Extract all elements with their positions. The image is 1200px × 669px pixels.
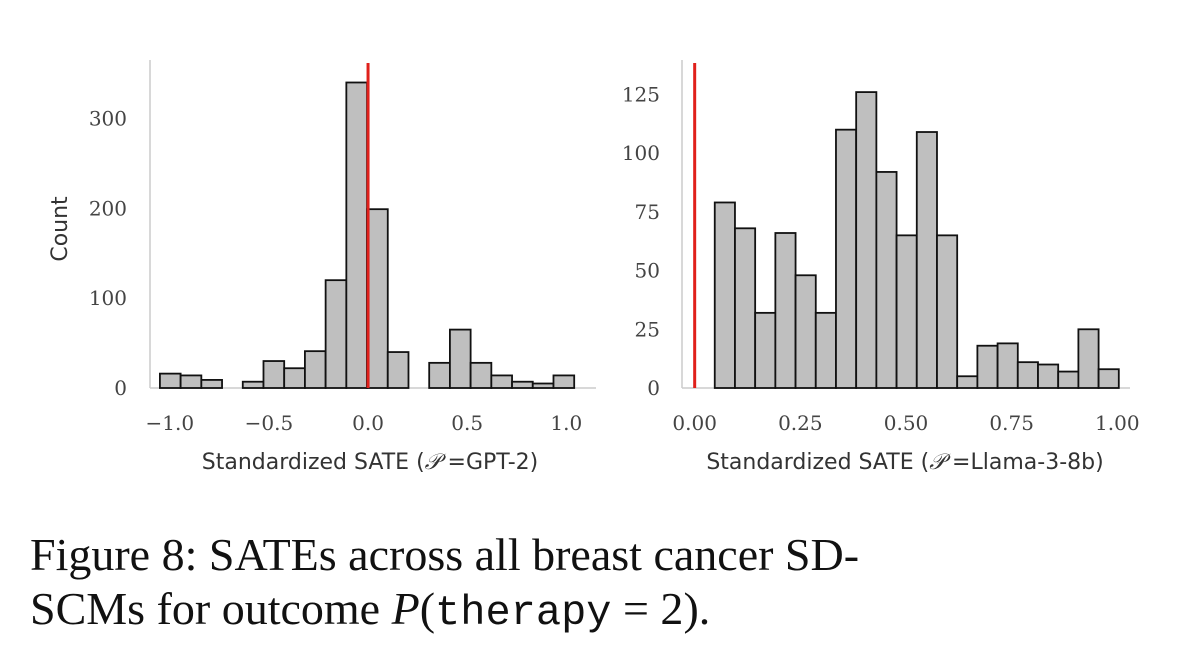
left-y-tick-label: 0 [114,376,127,400]
right-x-tick-label: 1.00 [1095,411,1140,435]
left-histogram-bar [345,81,368,389]
left-histogram-bar [179,374,203,389]
caption-paren-open: ( [419,583,436,634]
right-histogram-bar [976,344,999,389]
left-histogram-bar [304,350,327,389]
right-y-tick-label: 25 [635,317,660,341]
right-histogram-bar [1077,328,1100,389]
right-histogram-bar [956,375,979,389]
left-x-axis-label-suffix: =GPT-2) [441,450,539,475]
left-histogram-bar [366,208,389,389]
left-histogram-bar [262,360,286,389]
caption-equals: = 2 [611,583,684,634]
right-y-tick-label: 0 [647,376,660,400]
right-y-tick-label: 50 [635,259,660,283]
right-x-tick-label: 0.75 [989,411,1034,435]
right-histogram-bar [915,131,938,389]
right-y-tick-label: 100 [622,141,660,165]
right-histogram-bar [794,274,817,389]
right-histogram-bar [713,201,736,389]
right-histogram-bar [774,232,797,389]
right-histogram-bar [1057,370,1080,389]
left-histogram-bar [386,351,410,389]
left-histogram-bar [324,279,348,389]
right-x-axis-label-prefix: Standardized SATE ( [706,450,929,475]
right-histogram-bar [754,311,777,389]
caption-line-2-prefix: SCMs for outcome [30,583,392,634]
right-y-tick-label: 125 [622,82,660,106]
right-x-tick-label: 0.25 [778,411,823,435]
left-histogram-bar [283,367,306,389]
right-y-tick-label: 75 [635,200,660,224]
right-histogram-bar [895,234,918,389]
caption-line-1: Figure 8: SATEs across all breast cancer… [30,529,860,580]
right-x-axis-label: Standardized SATE (𝒫 =Llama-3-8b) [706,450,1103,475]
figure-caption: Figure 8: SATEs across all breast cancer… [30,528,1190,640]
left-histogram-bar [449,328,472,389]
right-histogram-bar [814,311,837,389]
left-y-tick-label: 100 [89,286,127,310]
right-histogram-bar [996,342,1019,389]
right-histogram-bar [835,128,858,389]
left-x-tick-label: −1.0 [146,411,195,435]
right-histogram-bar [734,227,757,389]
right-histogram-panel: 0 25 50 75 100 125 0.00 0.25 0.50 0.75 1.00 Stand… [622,60,1140,475]
left-histogram-bar [531,382,555,389]
left-histogram-bar [159,372,182,389]
right-histogram-bar [1037,363,1060,389]
right-x-axis-label-suffix: =Llama-3-8b) [945,450,1104,475]
right-histogram-bar [1016,361,1039,389]
right-histogram-bar [1097,368,1120,389]
left-histogram-bar [428,361,451,389]
caption-line-2-suffix: ). [683,583,711,634]
caption-line-2: SCMs for outcome P(therapy = 2). [30,582,1190,640]
left-histogram-bar [200,379,223,389]
left-x-axis-label: Standardized SATE (𝒫 =GPT-2) [202,450,538,475]
caption-math-p: P [391,583,420,634]
right-histogram-bar [875,171,898,389]
right-x-tick-label: 0.50 [884,411,929,435]
left-histogram-bar [490,374,513,389]
right-histogram-bar [855,91,878,389]
right-histogram-bar [936,234,959,389]
left-y-tick-label: 300 [89,106,127,130]
left-y-tick-label: 200 [89,196,127,220]
left-x-tick-label: 0.5 [451,411,483,435]
left-x-axis-label-prefix: Standardized SATE ( [202,450,425,475]
left-histogram-bar [552,374,576,389]
left-x-tick-label: 0.0 [352,411,384,435]
left-histogram-bar [511,380,534,389]
caption-code-therapy: therapy [435,589,612,637]
left-histogram-panel: 0 100 200 300 −1.0 −0.5 0.0 0.5 1.0 Count Stand… [48,60,596,475]
right-x-tick-label: 0.00 [672,411,717,435]
left-y-axis-label: Count [48,196,73,262]
left-histogram-bar [469,361,493,389]
left-histogram-bar [241,380,265,389]
left-x-tick-label: 1.0 [550,411,582,435]
left-x-tick-label: −0.5 [245,411,294,435]
